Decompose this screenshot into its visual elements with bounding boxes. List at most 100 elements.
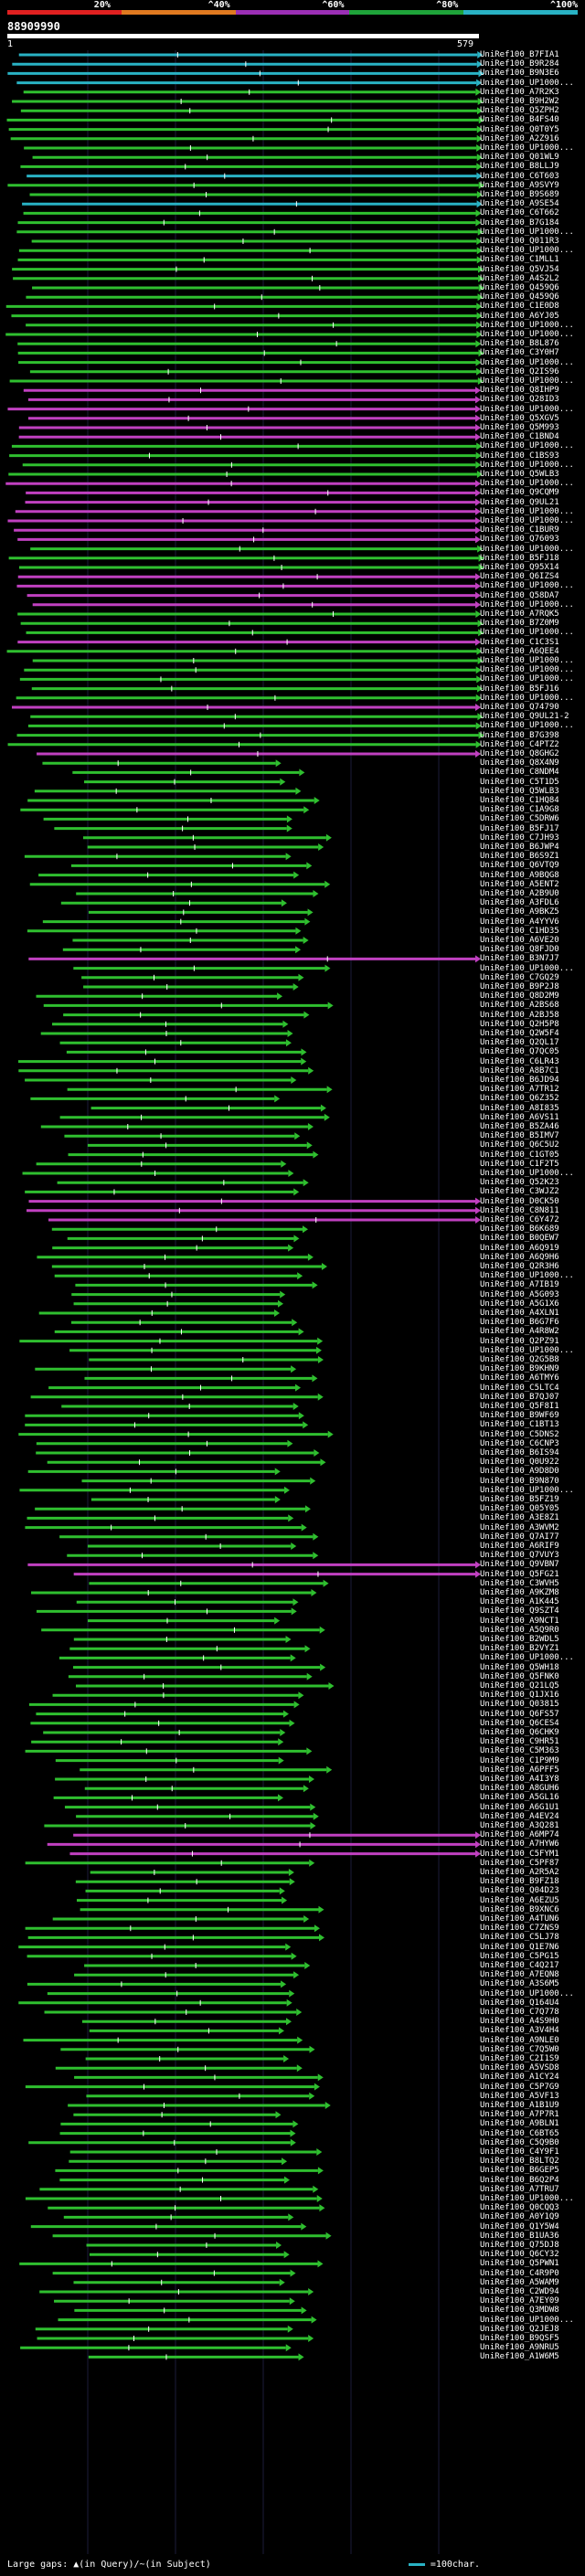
hit-label[interactable]: UniRef100_B9N870 (480, 1476, 559, 1486)
hit-label[interactable]: UniRef100_C1A9G8 (480, 805, 559, 815)
hit-label[interactable]: UniRef100_A3E8Z1 (480, 1513, 559, 1523)
hit-label[interactable]: UniRef100_UP1000... (480, 665, 574, 675)
hit-label[interactable]: UniRef100_C5FYM1 (480, 1849, 559, 1859)
hit-label[interactable]: UniRef100_Q03815 (480, 1700, 559, 1710)
hit-label[interactable]: UniRef100_UP1000... (480, 404, 574, 414)
hit-label[interactable]: UniRef100_A7IB19 (480, 1280, 559, 1290)
hit-label[interactable]: UniRef100_B5FJ16 (480, 684, 559, 694)
hit-label[interactable]: UniRef100_UP1000... (480, 246, 574, 256)
hit-label[interactable]: UniRef100_A5G093 (480, 1289, 559, 1299)
hit-label[interactable]: UniRef100_B9QSF5 (480, 2334, 559, 2343)
hit-label[interactable]: UniRef100_Q21LQ5 (480, 1681, 559, 1691)
hit-label[interactable]: UniRef100_Q0U922 (480, 1458, 559, 1468)
hit-label[interactable]: UniRef100_Q7AI77 (480, 1532, 559, 1542)
hit-label[interactable]: UniRef100_Q1Y5W4 (480, 2221, 559, 2231)
hit-label[interactable]: UniRef100_Q6CY32 (480, 2250, 559, 2260)
hit-label[interactable]: UniRef100_C6T603 (480, 171, 559, 181)
hit-label[interactable]: UniRef100_UP1000... (480, 656, 574, 665)
hit-label[interactable]: UniRef100_Q6CES4 (480, 1718, 559, 1728)
hit-label[interactable]: UniRef100_C7GQ29 (480, 972, 559, 982)
hit-label[interactable]: UniRef100_A6VS11 (480, 1112, 559, 1122)
hit-label[interactable]: UniRef100_C1C3S1 (480, 637, 559, 647)
hit-label[interactable]: UniRef100_A1K445 (480, 1597, 559, 1607)
hit-label[interactable]: UniRef100_UP1000... (480, 2315, 574, 2325)
hit-label[interactable]: UniRef100_Q52K23 (480, 1178, 559, 1188)
hit-label[interactable]: UniRef100_A6G1U1 (480, 1802, 559, 1812)
hit-label[interactable]: UniRef100_C6Y472 (480, 1215, 559, 1224)
hit-label[interactable]: UniRef100_A9SE54 (480, 199, 559, 209)
hit-label[interactable]: UniRef100_Q2R3H6 (480, 1262, 559, 1271)
hit-label[interactable]: UniRef100_C7Q778 (480, 2008, 559, 2017)
hit-label[interactable]: UniRef100_Q9SZT4 (480, 1606, 559, 1617)
hit-label[interactable]: UniRef100_A5GL16 (480, 1793, 559, 1803)
hit-label[interactable]: UniRef100_Q8IHP9 (480, 386, 559, 396)
hit-label[interactable]: UniRef100_A7TRU7 (480, 2184, 559, 2194)
hit-label[interactable]: UniRef100_Q58DA7 (480, 590, 559, 600)
hit-label[interactable]: UniRef100_B6S9Z1 (480, 852, 559, 862)
hit-label[interactable]: UniRef100_Q5XGV5 (480, 413, 559, 423)
hit-label[interactable]: UniRef100_UP1000... (480, 2194, 574, 2203)
hit-label[interactable]: UniRef100_B0QEW7 (480, 1234, 559, 1244)
hit-label[interactable]: UniRef100_B2VYZ1 (480, 1644, 559, 1654)
hit-label[interactable]: UniRef100_B3N7J7 (480, 954, 559, 964)
hit-label[interactable]: UniRef100_Q9UL21-2 (480, 712, 569, 722)
hit-label[interactable]: UniRef100_UP1000... (480, 1345, 574, 1355)
hit-label[interactable]: UniRef100_B5FJ18 (480, 553, 559, 563)
hit-label[interactable]: UniRef100_C5PG15 (480, 1951, 559, 1961)
hit-label[interactable]: UniRef100_B7QJ07 (480, 1392, 559, 1402)
hit-label[interactable]: UniRef100_A1W6M5 (480, 2352, 559, 2362)
hit-label[interactable]: UniRef100_C5P7G9 (480, 2082, 559, 2092)
hit-label[interactable]: UniRef100_A9BKZ5 (480, 907, 559, 917)
hit-label[interactable]: UniRef100_UP1000... (480, 78, 574, 88)
hit-label[interactable]: UniRef100_A5G1X6 (480, 1299, 559, 1309)
hit-label[interactable]: UniRef100_Q3MDW8 (480, 2306, 559, 2316)
hit-label[interactable]: UniRef100_UP1000... (480, 330, 574, 339)
hit-label[interactable]: UniRef100_B7FIA1 (480, 50, 559, 59)
hit-label[interactable]: UniRef100_A4S2L2 (480, 273, 559, 283)
hit-label[interactable]: UniRef100_C4PTZ2 (480, 739, 559, 749)
hit-label[interactable]: UniRef100_A1B1U9 (480, 2101, 559, 2110)
hit-label[interactable]: UniRef100_B1UA36 (480, 2231, 559, 2241)
hit-label[interactable]: UniRef100_B2WDL5 (480, 1635, 559, 1644)
hit-label[interactable]: UniRef100_A7TR12 (480, 1085, 559, 1095)
hit-label[interactable]: UniRef100_UP1000... (480, 581, 574, 591)
hit-label[interactable]: UniRef100_B9N3E6 (480, 69, 559, 79)
hit-label[interactable]: UniRef100_UP1000... (480, 460, 574, 470)
hit-label[interactable]: UniRef100_A6QEE4 (480, 646, 559, 656)
hit-label[interactable]: UniRef100_Q459Q6 (480, 283, 559, 292)
hit-label[interactable]: UniRef100_C1MLL1 (480, 255, 559, 265)
hit-label[interactable]: UniRef100_UP1000... (480, 1169, 574, 1178)
hit-label[interactable]: UniRef100_A9KZM8 (480, 1588, 559, 1597)
hit-label[interactable]: UniRef100_A5ENT2 (480, 879, 559, 889)
hit-label[interactable]: UniRef100_C7ZNS9 (480, 1924, 559, 1934)
hit-label[interactable]: UniRef100_B9XNC6 (480, 1904, 559, 1914)
hit-label[interactable]: UniRef100_Q8FJD0 (480, 945, 559, 955)
hit-label[interactable]: UniRef100_C2WD94 (480, 2287, 559, 2296)
hit-label[interactable]: UniRef100_Q011R3 (480, 237, 559, 246)
hit-label[interactable]: UniRef100_A1CY24 (480, 2072, 559, 2083)
hit-label[interactable]: UniRef100_A4XLN1 (480, 1309, 559, 1318)
hit-label[interactable]: UniRef100_C1E0D8 (480, 302, 559, 312)
hit-label[interactable]: UniRef100_Q28ID3 (480, 395, 559, 405)
hit-label[interactable]: UniRef100_C3Y0H7 (480, 348, 559, 358)
hit-label[interactable]: UniRef100_UP1000... (480, 227, 574, 237)
hit-label[interactable]: UniRef100_B6JWP4 (480, 843, 559, 852)
hit-label[interactable]: UniRef100_C5M363 (480, 1746, 559, 1756)
hit-label[interactable]: UniRef100_C5LJ78 (480, 1933, 559, 1943)
hit-label[interactable]: UniRef100_UP1000... (480, 376, 574, 386)
hit-label[interactable]: UniRef100_C3WVH5 (480, 1578, 559, 1588)
hit-label[interactable]: UniRef100_Q2IS96 (480, 366, 559, 376)
hit-label[interactable]: UniRef100_C5PF87 (480, 1858, 559, 1868)
hit-label[interactable]: UniRef100_Q6C5U2 (480, 1140, 559, 1150)
hit-label[interactable]: UniRef100_UP1000... (480, 357, 574, 367)
hit-label[interactable]: UniRef100_Q75DJ8 (480, 2241, 559, 2250)
hit-label[interactable]: UniRef100_A5WAM9 (480, 2277, 559, 2287)
hit-label[interactable]: UniRef100_A4R8W2 (480, 1327, 559, 1337)
hit-label[interactable]: UniRef100_Q74790 (480, 703, 559, 712)
hit-label[interactable]: UniRef100_C4R9P0 (480, 2268, 559, 2278)
hit-label[interactable]: UniRef100_C8N811 (480, 1205, 559, 1215)
hit-label[interactable]: UniRef100_A3V4H4 (480, 2026, 559, 2036)
hit-label[interactable]: UniRef100_C5T1D5 (480, 777, 559, 787)
hit-label[interactable]: UniRef100_Q8D2M9 (480, 991, 559, 1002)
hit-label[interactable]: UniRef100_B9H2W2 (480, 97, 559, 106)
